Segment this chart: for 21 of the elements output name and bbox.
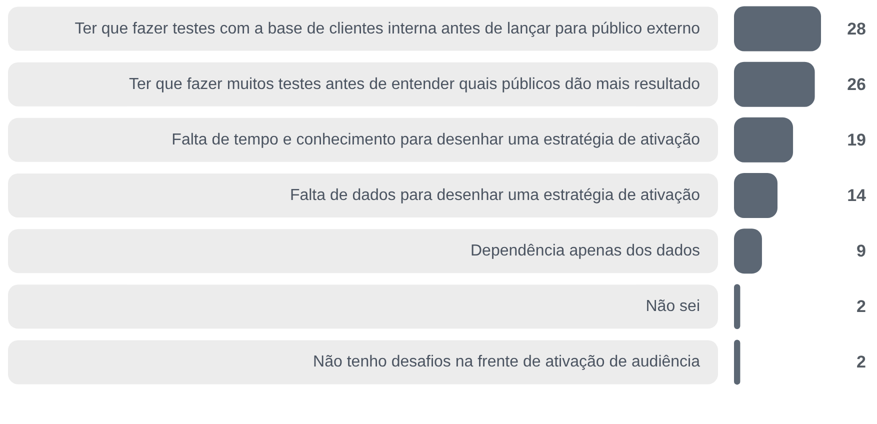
y-tick-label: Ter que fazer testes com a base de clientes interna antes de lançar para público externo bbox=[74, 20, 700, 38]
bar bbox=[734, 340, 740, 385]
y-tick-label: Não sei bbox=[646, 298, 700, 316]
bar bbox=[734, 284, 740, 330]
bar bbox=[734, 228, 762, 274]
bar bbox=[734, 173, 778, 218]
y-tick-label: Falta de tempo e conhecimento para desenhar uma estratégia de ativação bbox=[172, 131, 700, 148]
bar bbox=[734, 62, 815, 107]
y-tick-label: Não tenho desafios na frente de ativação de audiência bbox=[313, 354, 700, 371]
data-label: 14 bbox=[847, 186, 867, 205]
data-label: 2 bbox=[856, 352, 866, 372]
bar bbox=[734, 6, 821, 52]
y-tick-label: Falta de dados para desenhar uma estratégia de ativação bbox=[290, 187, 700, 204]
y-tick-label: Ter que fazer muitos testes antes de entender quais públicos dão mais resultado bbox=[129, 76, 700, 93]
data-label: 28 bbox=[847, 19, 866, 38]
data-label: 26 bbox=[847, 74, 866, 94]
y-tick-label: Dependência apenas dos dados bbox=[470, 242, 700, 260]
data-label: 2 bbox=[856, 297, 866, 316]
data-label: 19 bbox=[847, 130, 866, 150]
bar bbox=[734, 117, 794, 162]
data-label: 9 bbox=[856, 242, 866, 261]
